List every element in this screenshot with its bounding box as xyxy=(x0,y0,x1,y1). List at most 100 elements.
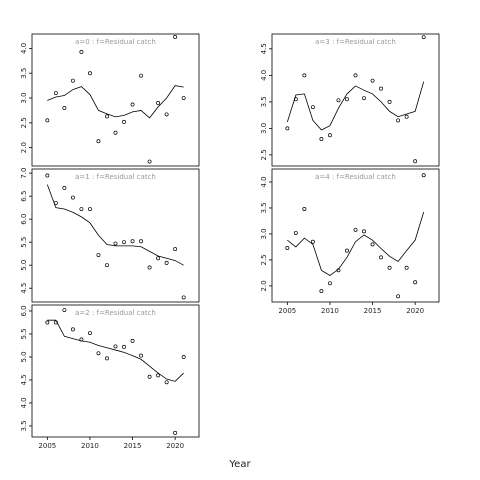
point xyxy=(345,248,349,253)
y-tick-label: 4.5 xyxy=(260,43,268,54)
point xyxy=(285,126,290,131)
point xyxy=(96,351,101,356)
point xyxy=(105,263,109,268)
point xyxy=(79,49,84,54)
y-tick-label: 6.0 xyxy=(20,305,28,316)
point xyxy=(62,308,67,313)
y-tick-label: 3.5 xyxy=(20,68,28,79)
point xyxy=(181,295,186,300)
point xyxy=(285,246,290,250)
point xyxy=(362,96,366,101)
y-tick-label: 2.0 xyxy=(260,280,268,291)
point xyxy=(370,242,375,247)
y-tick-label: 2.0 xyxy=(20,142,28,153)
point xyxy=(302,73,307,78)
point xyxy=(396,118,401,123)
y-tick-label: 6.5 xyxy=(20,191,28,202)
point xyxy=(70,195,75,200)
point xyxy=(45,118,50,123)
fit-line xyxy=(47,319,184,382)
point xyxy=(147,374,152,379)
point xyxy=(164,380,169,385)
point xyxy=(45,173,50,178)
y-tick-label: 3.5 xyxy=(260,96,268,107)
point xyxy=(105,114,109,119)
y-tick-label: 5.5 xyxy=(20,328,28,339)
point xyxy=(302,207,307,211)
point xyxy=(156,101,161,105)
point xyxy=(130,102,135,107)
point xyxy=(113,241,118,246)
point xyxy=(379,255,384,260)
point xyxy=(79,337,84,342)
point xyxy=(387,99,392,104)
point xyxy=(413,280,418,285)
point xyxy=(404,114,409,119)
point xyxy=(113,130,118,135)
y-tick-label: 4.0 xyxy=(260,176,268,187)
point xyxy=(345,97,349,102)
point xyxy=(353,73,358,78)
panel-frame xyxy=(31,33,200,167)
point xyxy=(310,239,315,244)
y-tick-label: 5.0 xyxy=(20,260,28,271)
point xyxy=(327,133,332,138)
point xyxy=(79,207,84,211)
point xyxy=(96,253,101,258)
point xyxy=(139,353,144,358)
x-axis-label: Year xyxy=(228,459,251,470)
point xyxy=(327,281,332,286)
point xyxy=(156,373,161,378)
point xyxy=(173,430,178,435)
panel-frame xyxy=(31,168,200,303)
fit-line xyxy=(286,81,425,131)
y-tick-label: 4.5 xyxy=(20,374,28,385)
point xyxy=(379,86,384,91)
point xyxy=(336,98,341,103)
x-tick-label: 2015 xyxy=(124,442,142,450)
point xyxy=(87,207,92,211)
panel-title: a=4 : f=Residual catch xyxy=(315,173,396,181)
point xyxy=(53,91,58,96)
point xyxy=(319,289,324,294)
panel-title: a=0 : f=Residual catch xyxy=(75,38,156,46)
point xyxy=(139,239,144,244)
point xyxy=(181,355,186,359)
y-tick-label: 4.0 xyxy=(20,397,28,408)
point xyxy=(396,294,401,299)
point xyxy=(293,97,298,102)
y-tick-label: 2.5 xyxy=(260,254,268,265)
point xyxy=(96,139,101,144)
point xyxy=(130,338,135,343)
point xyxy=(147,159,152,164)
point xyxy=(362,229,366,234)
point xyxy=(45,320,50,325)
point xyxy=(370,78,375,83)
x-tick-label: 2015 xyxy=(364,307,382,315)
y-tick-label: 2.5 xyxy=(260,149,268,160)
point xyxy=(310,105,315,110)
point xyxy=(336,268,341,273)
x-tick-label: 2005 xyxy=(278,307,296,315)
panel-title: a=2 : f=Residual catch xyxy=(75,309,156,317)
panel-title: a=3 : f=Residual catch xyxy=(315,38,396,46)
point xyxy=(173,247,178,252)
panel-frame xyxy=(271,33,440,167)
fit-line xyxy=(287,212,425,276)
point xyxy=(173,35,178,39)
point xyxy=(70,327,75,332)
point xyxy=(62,105,67,110)
point xyxy=(105,356,109,361)
point xyxy=(139,73,144,78)
point xyxy=(130,239,135,244)
x-tick-label: 2010 xyxy=(321,307,339,315)
point xyxy=(319,137,324,141)
point xyxy=(122,344,126,349)
y-tick-label: 3.5 xyxy=(20,420,28,431)
x-tick-label: 2005 xyxy=(38,442,56,450)
point xyxy=(387,265,392,270)
y-tick-label: 3.0 xyxy=(260,228,268,239)
point xyxy=(156,256,161,261)
